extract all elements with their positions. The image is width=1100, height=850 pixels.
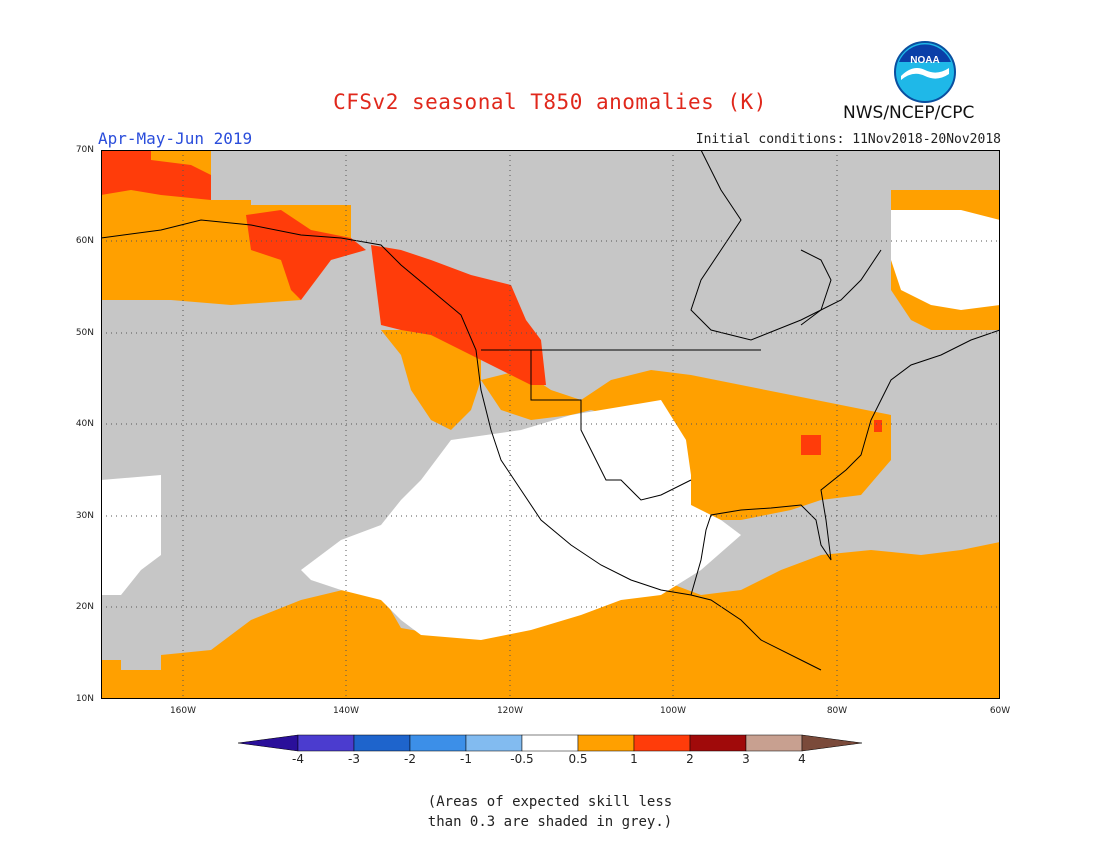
- lon-label: 100W: [659, 706, 687, 716]
- colorbar-label: 3: [742, 752, 750, 766]
- skill-note-line: than 0.3 are shaded in grey.): [427, 814, 673, 830]
- colorbar-label: 0.5: [568, 752, 588, 766]
- lon-label: 160W: [169, 706, 197, 716]
- colorbar-label: -3: [348, 752, 360, 766]
- lon-label: 140W: [332, 706, 360, 716]
- colorbar-segment: [521, 734, 579, 752]
- lon-label: 80W: [826, 706, 848, 716]
- colorbar-segment: [745, 734, 803, 752]
- colorbar-label: -1: [460, 752, 472, 766]
- colorbar-label: -2: [404, 752, 416, 766]
- lon-label: 60W: [989, 706, 1011, 716]
- coastlines: [101, 150, 1000, 671]
- lat-label: 20N: [75, 602, 94, 612]
- season-label: Apr-May-Jun 2019: [98, 129, 253, 148]
- lat-label: 30N: [75, 511, 94, 521]
- colorbar-segment: [297, 734, 355, 752]
- colorbar-label: -0.5: [510, 752, 534, 766]
- skill-note: (Areas of expected skill less than 0.3 a…: [0, 792, 1100, 832]
- colorbar-segment: [801, 734, 862, 752]
- colorbar-segment: [689, 734, 747, 752]
- colorbar-label: -4: [292, 752, 304, 766]
- agency-label: NWS/NCEP/CPC: [843, 103, 975, 123]
- colorbar: [238, 734, 862, 752]
- lat-label: 40N: [75, 419, 94, 429]
- logo-text: NOAA: [910, 55, 939, 66]
- colorbar-segment: [238, 734, 299, 752]
- colorbar-segment: [465, 734, 523, 752]
- lat-label: 60N: [75, 236, 94, 246]
- lon-label: 120W: [496, 706, 524, 716]
- colorbar-label: 2: [686, 752, 694, 766]
- colorbar-label: 4: [798, 752, 806, 766]
- skill-note-line: (Areas of expected skill less: [427, 794, 673, 810]
- lat-label: 50N: [75, 328, 94, 338]
- colorbar-segment: [353, 734, 411, 752]
- map-border: [101, 150, 1000, 699]
- lat-label: 70N: [75, 145, 94, 155]
- colorbar-label: 1: [630, 752, 638, 766]
- colorbar-segment: [409, 734, 467, 752]
- map-title: CFSv2 seasonal T850 anomalies (K): [333, 90, 767, 114]
- anomaly-map: [101, 150, 1000, 699]
- colorbar-segment: [633, 734, 691, 752]
- lat-label: 10N: [75, 694, 94, 704]
- noaa-logo: NOAA: [894, 41, 956, 103]
- initial-conditions-label: Initial conditions: 11Nov2018-20Nov2018: [695, 132, 1001, 147]
- colorbar-segment: [577, 734, 635, 752]
